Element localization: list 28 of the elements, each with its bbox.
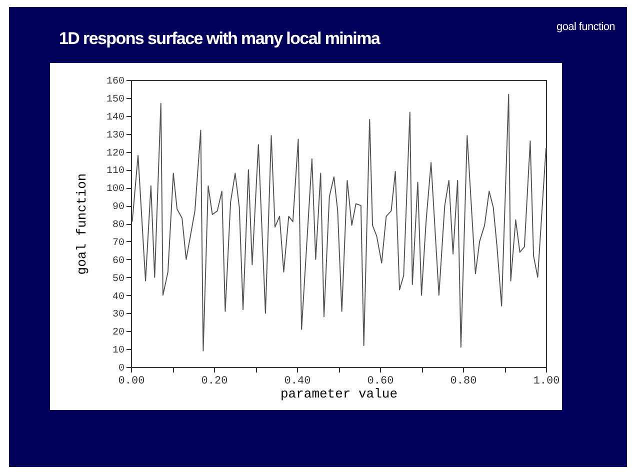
y-tick-label: 70 — [112, 238, 124, 249]
y-tick-label: 160 — [106, 76, 124, 88]
y-tick-label: 110 — [106, 166, 124, 178]
y-tick-label: 10 — [112, 346, 124, 357]
y-tick-label: 140 — [106, 112, 124, 124]
y-tick-label: 150 — [106, 94, 124, 106]
x-tick-label: 0.40 — [284, 376, 311, 388]
x-axis-title: parameter value — [280, 386, 398, 402]
chart-title: 1D respons surface with many local minima — [59, 29, 380, 49]
y-tick-label: 0 — [118, 364, 124, 374]
y-tick-label: 120 — [106, 148, 124, 160]
x-tick-label: 0.80 — [450, 376, 477, 388]
y-tick-label: 130 — [106, 130, 124, 142]
y-tick-label: 80 — [112, 220, 124, 231]
x-tick-label: 0.60 — [367, 376, 394, 388]
y-tick-label: 100 — [106, 184, 124, 196]
y-tick-label: 30 — [112, 310, 124, 321]
x-tick-label: 0.00 — [118, 376, 145, 388]
x-tick-label: 0.20 — [201, 376, 228, 388]
y-tick-label: 20 — [112, 328, 124, 339]
y-tick-label: 50 — [112, 274, 124, 285]
y-tick-label: 40 — [112, 292, 124, 303]
text: goal function — [556, 21, 615, 33]
y-tick-label: 90 — [112, 202, 124, 214]
line-series — [132, 94, 546, 352]
y-tick-label: 60 — [112, 256, 124, 267]
x-tick-label: 1.00 — [533, 376, 560, 388]
y-axis-title: goal function — [74, 173, 90, 275]
